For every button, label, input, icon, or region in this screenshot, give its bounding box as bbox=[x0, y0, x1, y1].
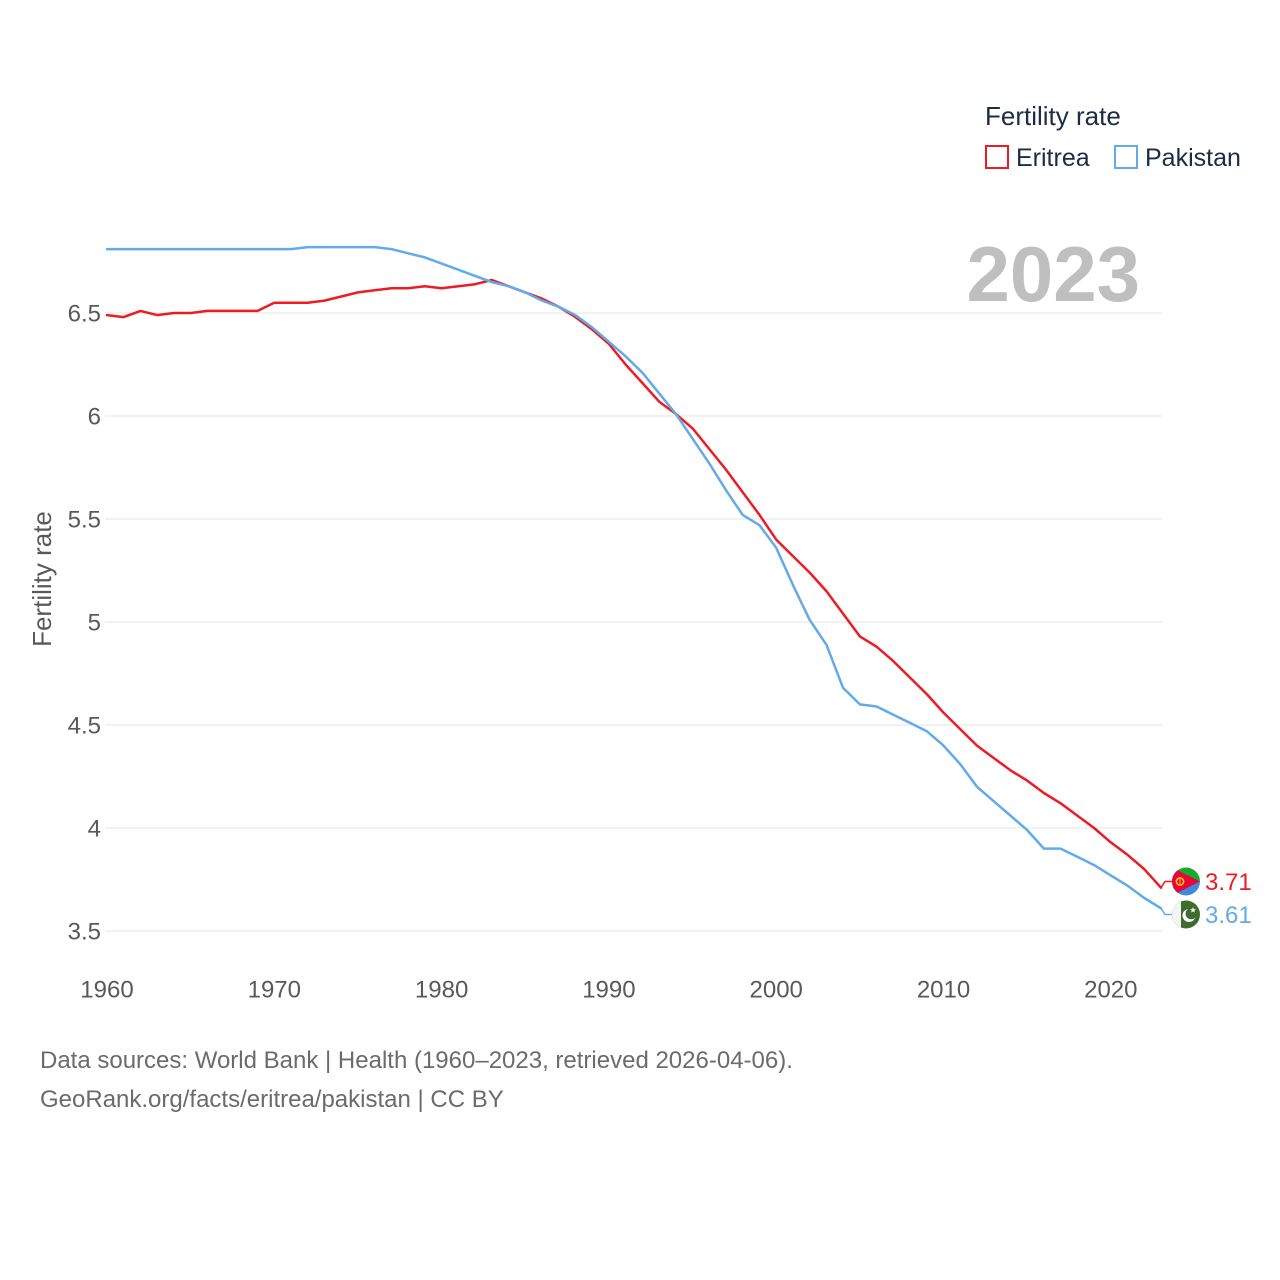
data-sources-text: Data sources: World Bank | Health (1960–… bbox=[40, 1047, 793, 1074]
eritrea-flag-icon bbox=[1172, 867, 1200, 896]
y-tick-label: 5.5 bbox=[68, 506, 101, 533]
y-axis-title: Fertility rate bbox=[27, 511, 57, 647]
x-tick-label: 2010 bbox=[917, 976, 970, 1003]
attribution-text: GeoRank.org/facts/eritrea/pakistan | CC … bbox=[40, 1086, 504, 1113]
y-gridlines bbox=[105, 312, 1162, 932]
legend-label-pakistan: Pakistan bbox=[1145, 144, 1241, 172]
series-line-pakistan bbox=[105, 245, 1163, 910]
x-axis-tick-labels: 1960 1970 1980 1990 2000 2010 2020 bbox=[80, 976, 1137, 1003]
end-value-labels: 3.71 3.61 bbox=[1205, 869, 1252, 929]
end-label-connector-eritrea bbox=[1160, 880, 1172, 889]
y-tick-label: 4.5 bbox=[68, 712, 101, 739]
x-tick-label: 2000 bbox=[750, 976, 803, 1003]
year-label: 2023 bbox=[966, 230, 1140, 318]
x-tick-label: 1960 bbox=[80, 976, 133, 1003]
end-label-pakistan: 3.61 bbox=[1205, 902, 1252, 929]
legend-item-pakistan: Pakistan bbox=[1114, 144, 1241, 172]
x-tick-label: 1980 bbox=[415, 976, 468, 1003]
y-tick-label: 4 bbox=[88, 815, 101, 842]
end-label-eritrea: 3.71 bbox=[1205, 869, 1252, 896]
legend-label-eritrea: Eritrea bbox=[1016, 144, 1090, 172]
end-label-connectors bbox=[1160, 880, 1172, 916]
end-label-connector-pakistan bbox=[1160, 907, 1172, 916]
x-tick-label: 2020 bbox=[1084, 976, 1137, 1003]
legend-swatch-pakistan bbox=[1114, 145, 1138, 169]
x-tick-label: 1990 bbox=[582, 976, 635, 1003]
y-tick-label: 6.5 bbox=[68, 300, 101, 327]
pakistan-flag-icon bbox=[1172, 900, 1200, 929]
y-tick-label: 6 bbox=[88, 403, 101, 430]
legend: Fertility rate Eritrea Pakistan bbox=[985, 101, 1241, 172]
legend-swatch-eritrea bbox=[985, 145, 1009, 169]
footer: Data sources: World Bank | Health (1960–… bbox=[40, 1041, 793, 1119]
series-lines bbox=[105, 245, 1163, 910]
y-tick-label: 3.5 bbox=[68, 918, 101, 945]
y-tick-label: 5 bbox=[88, 609, 101, 636]
legend-title: Fertility rate bbox=[985, 101, 1121, 131]
series-line-eritrea bbox=[105, 278, 1163, 889]
y-axis-tick-labels: 3.5 4 4.5 5 5.5 6 6.5 bbox=[68, 300, 101, 945]
legend-item-eritrea: Eritrea bbox=[985, 144, 1090, 172]
x-tick-label: 1970 bbox=[248, 976, 301, 1003]
